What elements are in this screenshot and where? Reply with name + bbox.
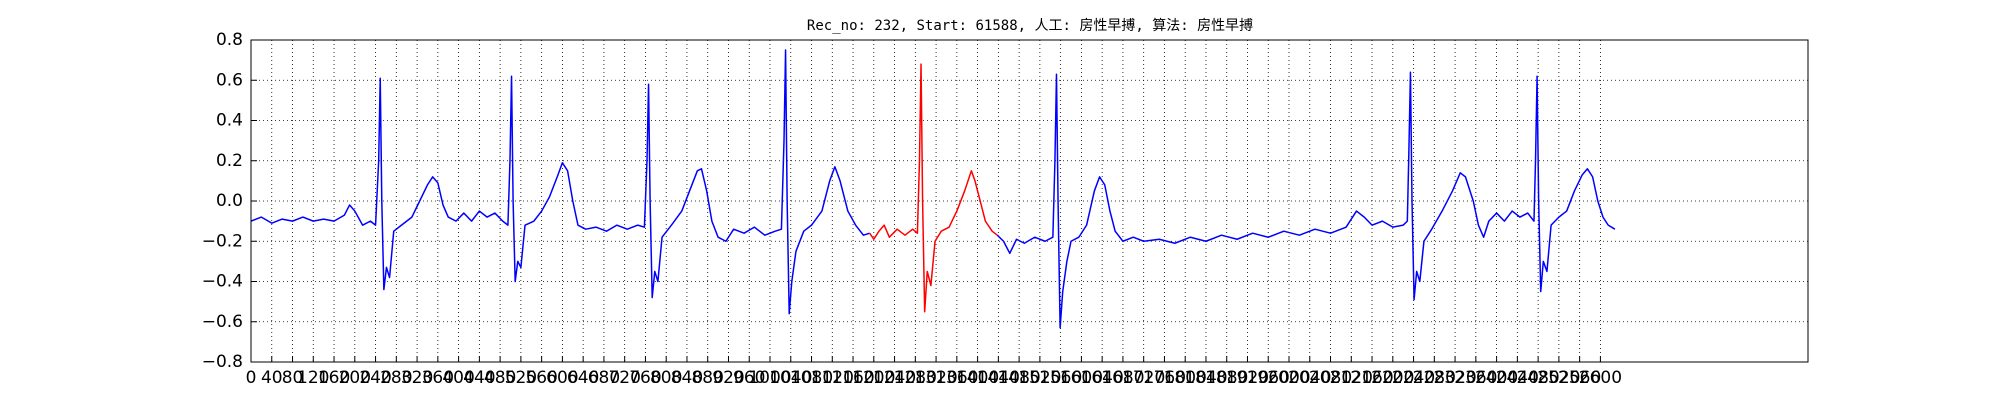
x-tick-label: 1440	[977, 368, 1020, 388]
x-tick-label: 520	[505, 368, 537, 388]
x-tick-label: 1240	[873, 368, 916, 388]
x-tick-label: 680	[588, 368, 620, 388]
x-tick-label: 960	[733, 368, 765, 388]
x-tick-label: 560	[525, 368, 557, 388]
x-tick-label: 2400	[1475, 368, 1518, 388]
x-tick-label: 1800	[1164, 368, 1207, 388]
x-tick-label: 2080	[1309, 368, 1352, 388]
x-tick-label: 2120	[1330, 368, 1373, 388]
x-tick-label: 1040	[769, 368, 812, 388]
x-tick-label: 40	[261, 368, 283, 388]
x-tick-label: 1560	[1039, 368, 1082, 388]
x-tick-label: 1960	[1247, 368, 1290, 388]
x-tick-label: 1920	[1226, 368, 1269, 388]
x-tick-label: 880	[691, 368, 723, 388]
x-tick-label: 1400	[956, 368, 999, 388]
x-tick-label: 280	[380, 368, 412, 388]
y-tick-label: 0.8	[216, 30, 243, 50]
y-tick-label: 0.4	[216, 111, 243, 131]
x-tick-label: 2520	[1537, 368, 1580, 388]
x-tick-label: 2240	[1392, 368, 1435, 388]
x-tick-label: 2040	[1288, 368, 1331, 388]
x-tick-label: 2600	[1579, 368, 1622, 388]
x-tick-label: 2000	[1267, 368, 1310, 388]
x-tick-label: 1320	[914, 368, 957, 388]
x-tick-label: 240	[359, 368, 391, 388]
y-tick-label: 0.0	[216, 191, 243, 211]
x-tick-label: 600	[546, 368, 578, 388]
x-tick-label: 1640	[1081, 368, 1124, 388]
x-tick-label: 720	[608, 368, 640, 388]
ecg-line	[869, 63, 998, 313]
ecg-line	[250, 49, 1616, 329]
x-tick-label: 1000	[748, 368, 791, 388]
x-tick-label: 1480	[997, 368, 1040, 388]
x-tick-label: 2440	[1496, 368, 1539, 388]
y-tick-label: 0.6	[216, 70, 243, 90]
x-tick-label: 2280	[1413, 368, 1456, 388]
x-tick-label: 480	[484, 368, 516, 388]
x-tick-label: 1120	[811, 368, 854, 388]
x-tick-label: 0	[246, 368, 257, 388]
x-tick-label: 1720	[1122, 368, 1165, 388]
x-tick-label: 440	[463, 368, 495, 388]
x-tick-label: 640	[567, 368, 599, 388]
x-tick-label: 760	[629, 368, 661, 388]
x-tick-label: 2360	[1454, 368, 1497, 388]
chart-title: Rec_no: 232, Start: 61588, 人工: 房性早搏, 算法:…	[807, 17, 1253, 34]
x-tick-label: 2200	[1371, 368, 1414, 388]
y-tick-label: −0.6	[202, 312, 243, 332]
x-tick-label: 1840	[1184, 368, 1227, 388]
x-tick-label: 920	[712, 368, 744, 388]
x-tick-label: 1360	[935, 368, 978, 388]
x-tick-label: 1680	[1101, 368, 1144, 388]
x-tick-label: 2480	[1516, 368, 1559, 388]
x-tick-label: 200	[339, 368, 371, 388]
x-tick-label: 1080	[790, 368, 833, 388]
x-tick-label: 1880	[1205, 368, 1248, 388]
y-tick-label: −0.8	[202, 352, 243, 372]
x-tick-label: 1520	[1018, 368, 1061, 388]
x-tick-label: 2320	[1433, 368, 1476, 388]
x-tick-label: 400	[442, 368, 474, 388]
x-tick-label: 1160	[831, 368, 874, 388]
x-tick-label: 840	[671, 368, 703, 388]
y-tick-label: −0.2	[202, 231, 243, 251]
x-tick-label: 80	[282, 368, 304, 388]
x-tick-label: 160	[318, 368, 350, 388]
y-tick-label: −0.4	[202, 272, 243, 292]
x-tick-label: 1600	[1060, 368, 1103, 388]
y-tick-label: 0.2	[216, 151, 243, 171]
x-tick-label: 2560	[1558, 368, 1601, 388]
plot-frame	[250, 39, 1809, 363]
x-tick-label: 2160	[1350, 368, 1393, 388]
x-tick-label: 800	[650, 368, 682, 388]
x-tick-label: 320	[401, 368, 433, 388]
x-tick-label: 1760	[1143, 368, 1186, 388]
x-tick-label: 120	[297, 368, 329, 388]
x-tick-label: 1200	[852, 368, 895, 388]
x-tick-label: 360	[422, 368, 454, 388]
x-tick-label: 1280	[894, 368, 937, 388]
